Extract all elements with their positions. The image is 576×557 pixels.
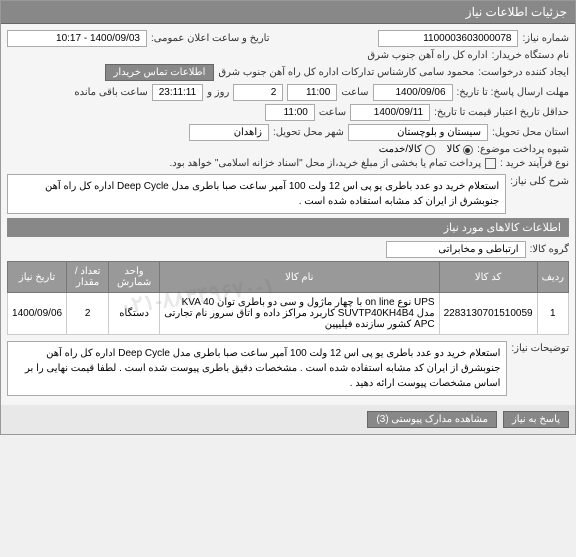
city-label: شهر محل تحویل:	[273, 127, 344, 138]
payment-text: پرداخت تمام یا بخشی از مبلغ خرید،از محل …	[170, 158, 482, 169]
radio-goods-circle	[463, 145, 473, 155]
th-row: ردیف	[537, 262, 568, 293]
remaining-label: ساعت باقی مانده	[74, 87, 147, 98]
min-deadline-date-field: 1400/09/11	[350, 104, 430, 121]
notes-label: توضیحات نیاز:	[511, 343, 569, 354]
form-content: شماره نیاز: 1100003603000078 تاریخ و ساع…	[1, 24, 575, 405]
remaining-time-field: 23:11:11	[152, 84, 203, 101]
footer-buttons: پاسخ به نیاز مشاهده مدارک پیوستی (3)	[1, 405, 575, 434]
th-unit: واحد شمارش	[109, 262, 160, 293]
attachments-button[interactable]: مشاهده مدارک پیوستی (3)	[367, 411, 497, 428]
cell-code: 2283130701510059	[439, 293, 537, 335]
min-deadline-label: حداقل تاریخ اعتبار قیمت تا تاریخ:	[434, 107, 569, 118]
province-field: سیستان و بلوچستان	[348, 124, 488, 141]
th-name: نام کالا	[159, 262, 439, 293]
reply-button[interactable]: پاسخ به نیاز	[503, 411, 569, 428]
notes-box: استعلام خرید دو عدد باطری یو پی اس 12 ول…	[7, 341, 507, 396]
deadline-label: مهلت ارسال پاسخ: تا تاریخ:	[457, 87, 569, 98]
radio-services[interactable]: کالا/خدمت	[379, 144, 435, 155]
public-date-field: 1400/09/03 - 10:17	[7, 30, 147, 47]
form-container: جزئیات اطلاعات نیاز شماره نیاز: 11000036…	[0, 0, 576, 435]
group-field: ارتباطی و مخابراتی	[386, 241, 526, 258]
th-qty: تعداد / مقدار	[67, 262, 109, 293]
deadline-date-field: 1400/09/06	[373, 84, 453, 101]
radio-services-label: کالا/خدمت	[379, 144, 422, 155]
radio-services-circle	[425, 145, 435, 155]
th-date: تاریخ نیاز	[8, 262, 67, 293]
min-deadline-time-field: 11:00	[265, 104, 315, 121]
th-code: کد کالا	[439, 262, 537, 293]
delivery-method-label: شیوه پرداخت موضوع:	[477, 144, 569, 155]
location-label: استان محل تحویل:	[492, 127, 569, 138]
need-number-label: شماره نیاز:	[522, 33, 569, 44]
need-number-field: 1100003603000078	[378, 30, 518, 47]
city-field: زاهدان	[189, 124, 269, 141]
main-header: جزئیات اطلاعات نیاز	[1, 1, 575, 24]
contact-button[interactable]: اطلاعات تماس خریدار	[105, 64, 215, 81]
desc-label: شرح کلی نیاز:	[510, 176, 569, 187]
public-date-label: تاریخ و ساعت اعلان عمومی:	[151, 33, 270, 44]
days-field: 2	[233, 84, 283, 101]
goods-table: ردیف کد کالا نام کالا واحد شمارش تعداد /…	[7, 261, 569, 335]
goods-section-header: اطلاعات کالاهای مورد نیاز	[7, 218, 569, 237]
creator-label: ایجاد کننده درخواست:	[478, 67, 569, 78]
cell-qty: 2	[67, 293, 109, 335]
buyer-label: نام دستگاه خریدار:	[492, 50, 569, 61]
cell-name: UPS نوع on line با چهار ماژول و سی دو با…	[159, 293, 439, 335]
min-time-label: ساعت	[319, 107, 346, 118]
deadline-time-label: ساعت	[341, 87, 368, 98]
table-header-row: ردیف کد کالا نام کالا واحد شمارش تعداد /…	[8, 262, 569, 293]
radio-goods-label: کالا	[447, 144, 461, 155]
table-row: 1 2283130701510059 UPS نوع on line با چه…	[8, 293, 569, 335]
radio-goods[interactable]: کالا	[447, 144, 474, 155]
payment-label: نوع فرآیند خرید :	[500, 158, 569, 169]
deadline-time-field: 11:00	[287, 84, 337, 101]
cell-unit: دستگاه	[109, 293, 160, 335]
days-label: روز و	[207, 87, 229, 98]
table-wrapper: ردیف کد کالا نام کالا واحد شمارش تعداد /…	[7, 261, 569, 335]
goods-type-radio-group: کالا کالا/خدمت	[379, 144, 473, 155]
creator-value: محمود سامی کارشناس تدارکات اداره کل راه …	[218, 67, 474, 78]
header-title: جزئیات اطلاعات نیاز	[466, 5, 567, 19]
cell-index: 1	[537, 293, 568, 335]
buyer-value: اداره کل راه آهن جنوب شرق	[367, 50, 487, 61]
cell-date: 1400/09/06	[8, 293, 67, 335]
group-label: گروه کالا:	[530, 244, 569, 255]
desc-box: استعلام خرید دو عدد باطری یو پی اس 12 ول…	[7, 174, 506, 214]
payment-checkbox[interactable]	[485, 158, 496, 169]
